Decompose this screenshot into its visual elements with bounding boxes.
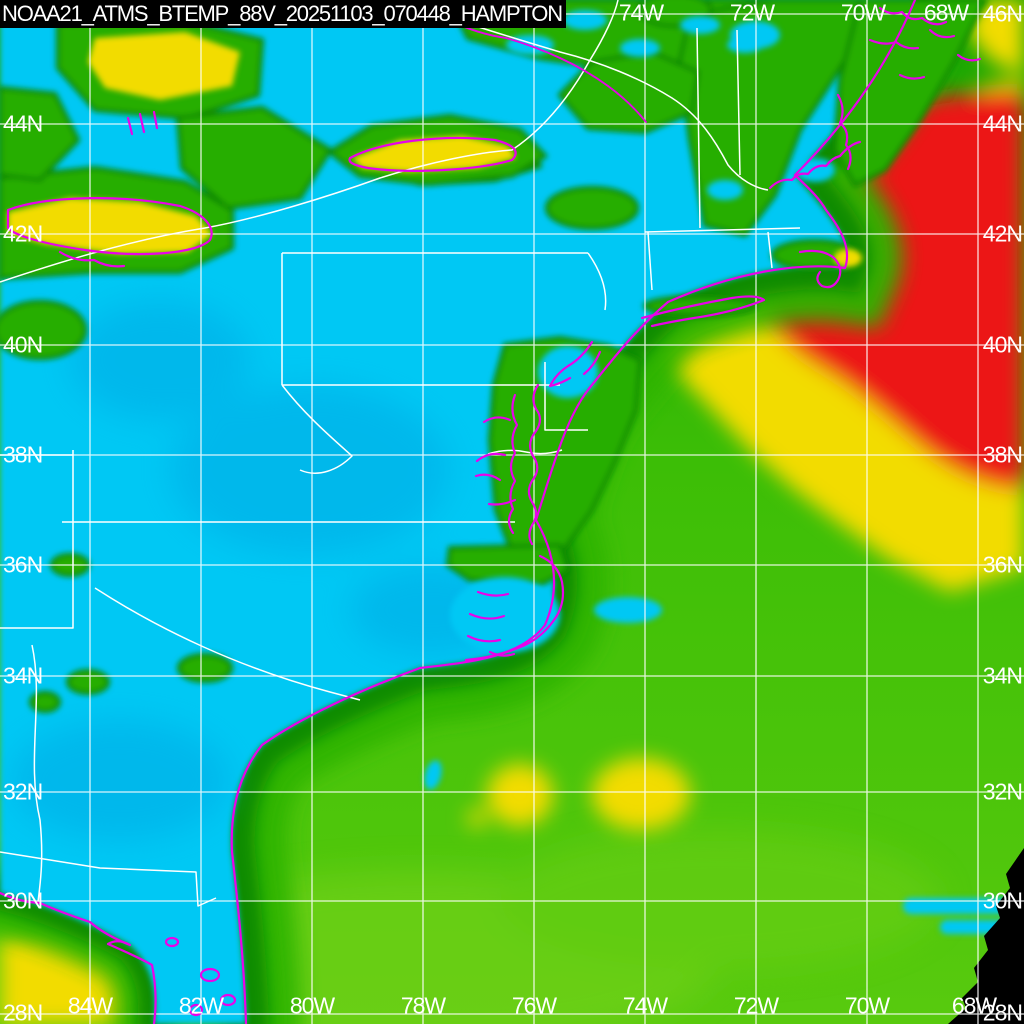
outer-banks-sounds — [464, 554, 565, 662]
warm-spot-1 — [487, 764, 553, 826]
lake-erie — [8, 198, 212, 254]
lake-ontario-outline — [348, 136, 517, 172]
no-data-wedge — [948, 848, 1024, 1024]
product-title: NOAA21_ATMS_BTEMP_88V_20251103_070448_HA… — [0, 0, 566, 28]
land-cold-region — [0, 0, 915, 1024]
chesapeake-bay — [474, 383, 542, 546]
lake-erie-outline — [6, 197, 213, 256]
finger-lakes — [58, 110, 159, 268]
cape-cod-hook — [798, 249, 842, 289]
delaware-bay — [548, 340, 602, 388]
long-island — [640, 295, 766, 328]
lake-huron-patch — [88, 32, 240, 100]
st-lawrence-border — [444, 15, 769, 191]
warm-dot — [468, 809, 486, 827]
coastline-magenta — [0, 0, 982, 1024]
florida-lakes — [164, 936, 237, 1017]
maine-ns-coast-detail — [768, 6, 982, 190]
warm-spot-2 — [592, 758, 690, 830]
lakes-warm — [8, 32, 862, 267]
st-lawrence-river — [447, 19, 647, 123]
gulf-coastline — [0, 891, 157, 1024]
atlantic-coastline — [230, 0, 917, 1024]
